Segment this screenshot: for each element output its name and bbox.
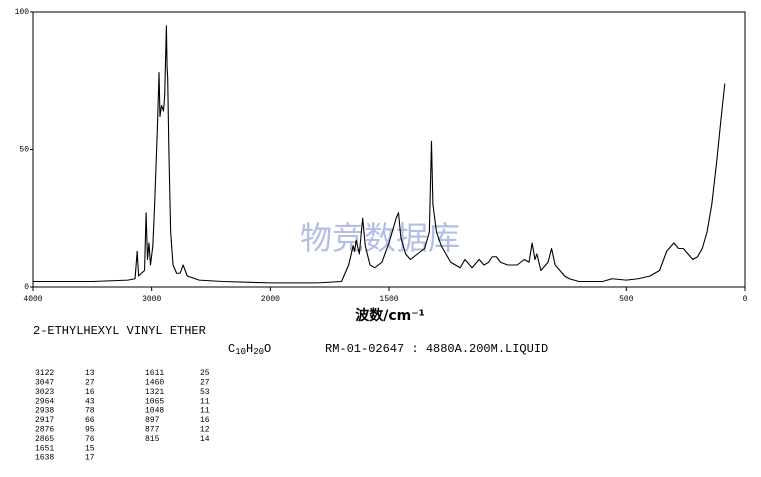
- peak-wavenumber: 2964: [35, 397, 54, 406]
- peak-wavenumber: 2876: [35, 426, 54, 435]
- x-tick-label: 3000: [142, 295, 161, 304]
- peak-intensity: 16: [200, 416, 210, 425]
- peak-wavenumber: 3023: [35, 388, 54, 397]
- sample-info: RM-01-02647 : 4880A.200M.LIQUID: [325, 342, 548, 356]
- peak-wavenumber: 2865: [35, 435, 54, 444]
- peak-intensity: 66: [85, 416, 95, 425]
- x-tick-label: 2000: [261, 295, 280, 304]
- x-tick-label: 0: [743, 295, 748, 304]
- peak-intensity: 25: [200, 369, 210, 378]
- peak-wavenumber: 1651: [35, 444, 54, 453]
- peak-intensity: 11: [200, 407, 210, 416]
- spectrum-line: [33, 25, 726, 284]
- y-tick-label: 50: [19, 146, 29, 155]
- peak-wavenumber: 1065: [145, 397, 164, 406]
- formula-element: H: [246, 342, 253, 356]
- peak-intensity: 27: [85, 379, 95, 388]
- peak-intensity: 95: [85, 426, 95, 435]
- formula-element: O: [264, 342, 271, 356]
- peak-wavenumber: 1638: [35, 454, 54, 463]
- formula-subscript: 20: [253, 347, 264, 357]
- peak-wavenumber: 815: [145, 435, 160, 444]
- peak-intensity: 27: [200, 379, 210, 388]
- x-tick-label: 500: [619, 295, 634, 304]
- compound-name: 2-ETHYLHEXYL VINYL ETHER: [33, 324, 206, 338]
- formula: C10H20O: [228, 342, 271, 357]
- peak-intensity: 53: [200, 388, 210, 397]
- y-tick-label: 100: [15, 8, 30, 17]
- peak-intensity: 12: [200, 426, 210, 435]
- peak-wavenumber: 1460: [145, 379, 164, 388]
- peak-wavenumber: 877: [145, 426, 160, 435]
- y-tick-label: 0: [24, 283, 29, 292]
- peak-wavenumber: 3047: [35, 379, 54, 388]
- peak-intensity: 15: [85, 444, 95, 453]
- peak-intensity: 16: [85, 388, 95, 397]
- peak-wavenumber: 3122: [35, 369, 54, 378]
- peak-wavenumber: 2938: [35, 407, 54, 416]
- peak-wavenumber: 897: [145, 416, 160, 425]
- formula-subscript: 10: [235, 347, 246, 357]
- formula-element: C: [228, 342, 235, 356]
- peak-wavenumber: 1321: [145, 388, 164, 397]
- watermark: 物竞数据库: [300, 219, 460, 257]
- x-tick-label: 1500: [379, 295, 398, 304]
- peak-intensity: 78: [85, 407, 95, 416]
- peak-wavenumber: 1611: [145, 369, 164, 378]
- peak-wavenumber: 1048: [145, 407, 164, 416]
- peak-intensity: 11: [200, 397, 210, 406]
- peak-intensity: 43: [85, 397, 95, 406]
- x-axis-label: 波数/cm⁻¹: [355, 307, 425, 324]
- peak-intensity: 17: [85, 454, 95, 463]
- x-tick-label: 4000: [23, 295, 42, 304]
- peak-intensity: 76: [85, 435, 95, 444]
- peak-intensity: 14: [200, 435, 210, 444]
- peak-wavenumber: 2917: [35, 416, 54, 425]
- peak-intensity: 13: [85, 369, 95, 378]
